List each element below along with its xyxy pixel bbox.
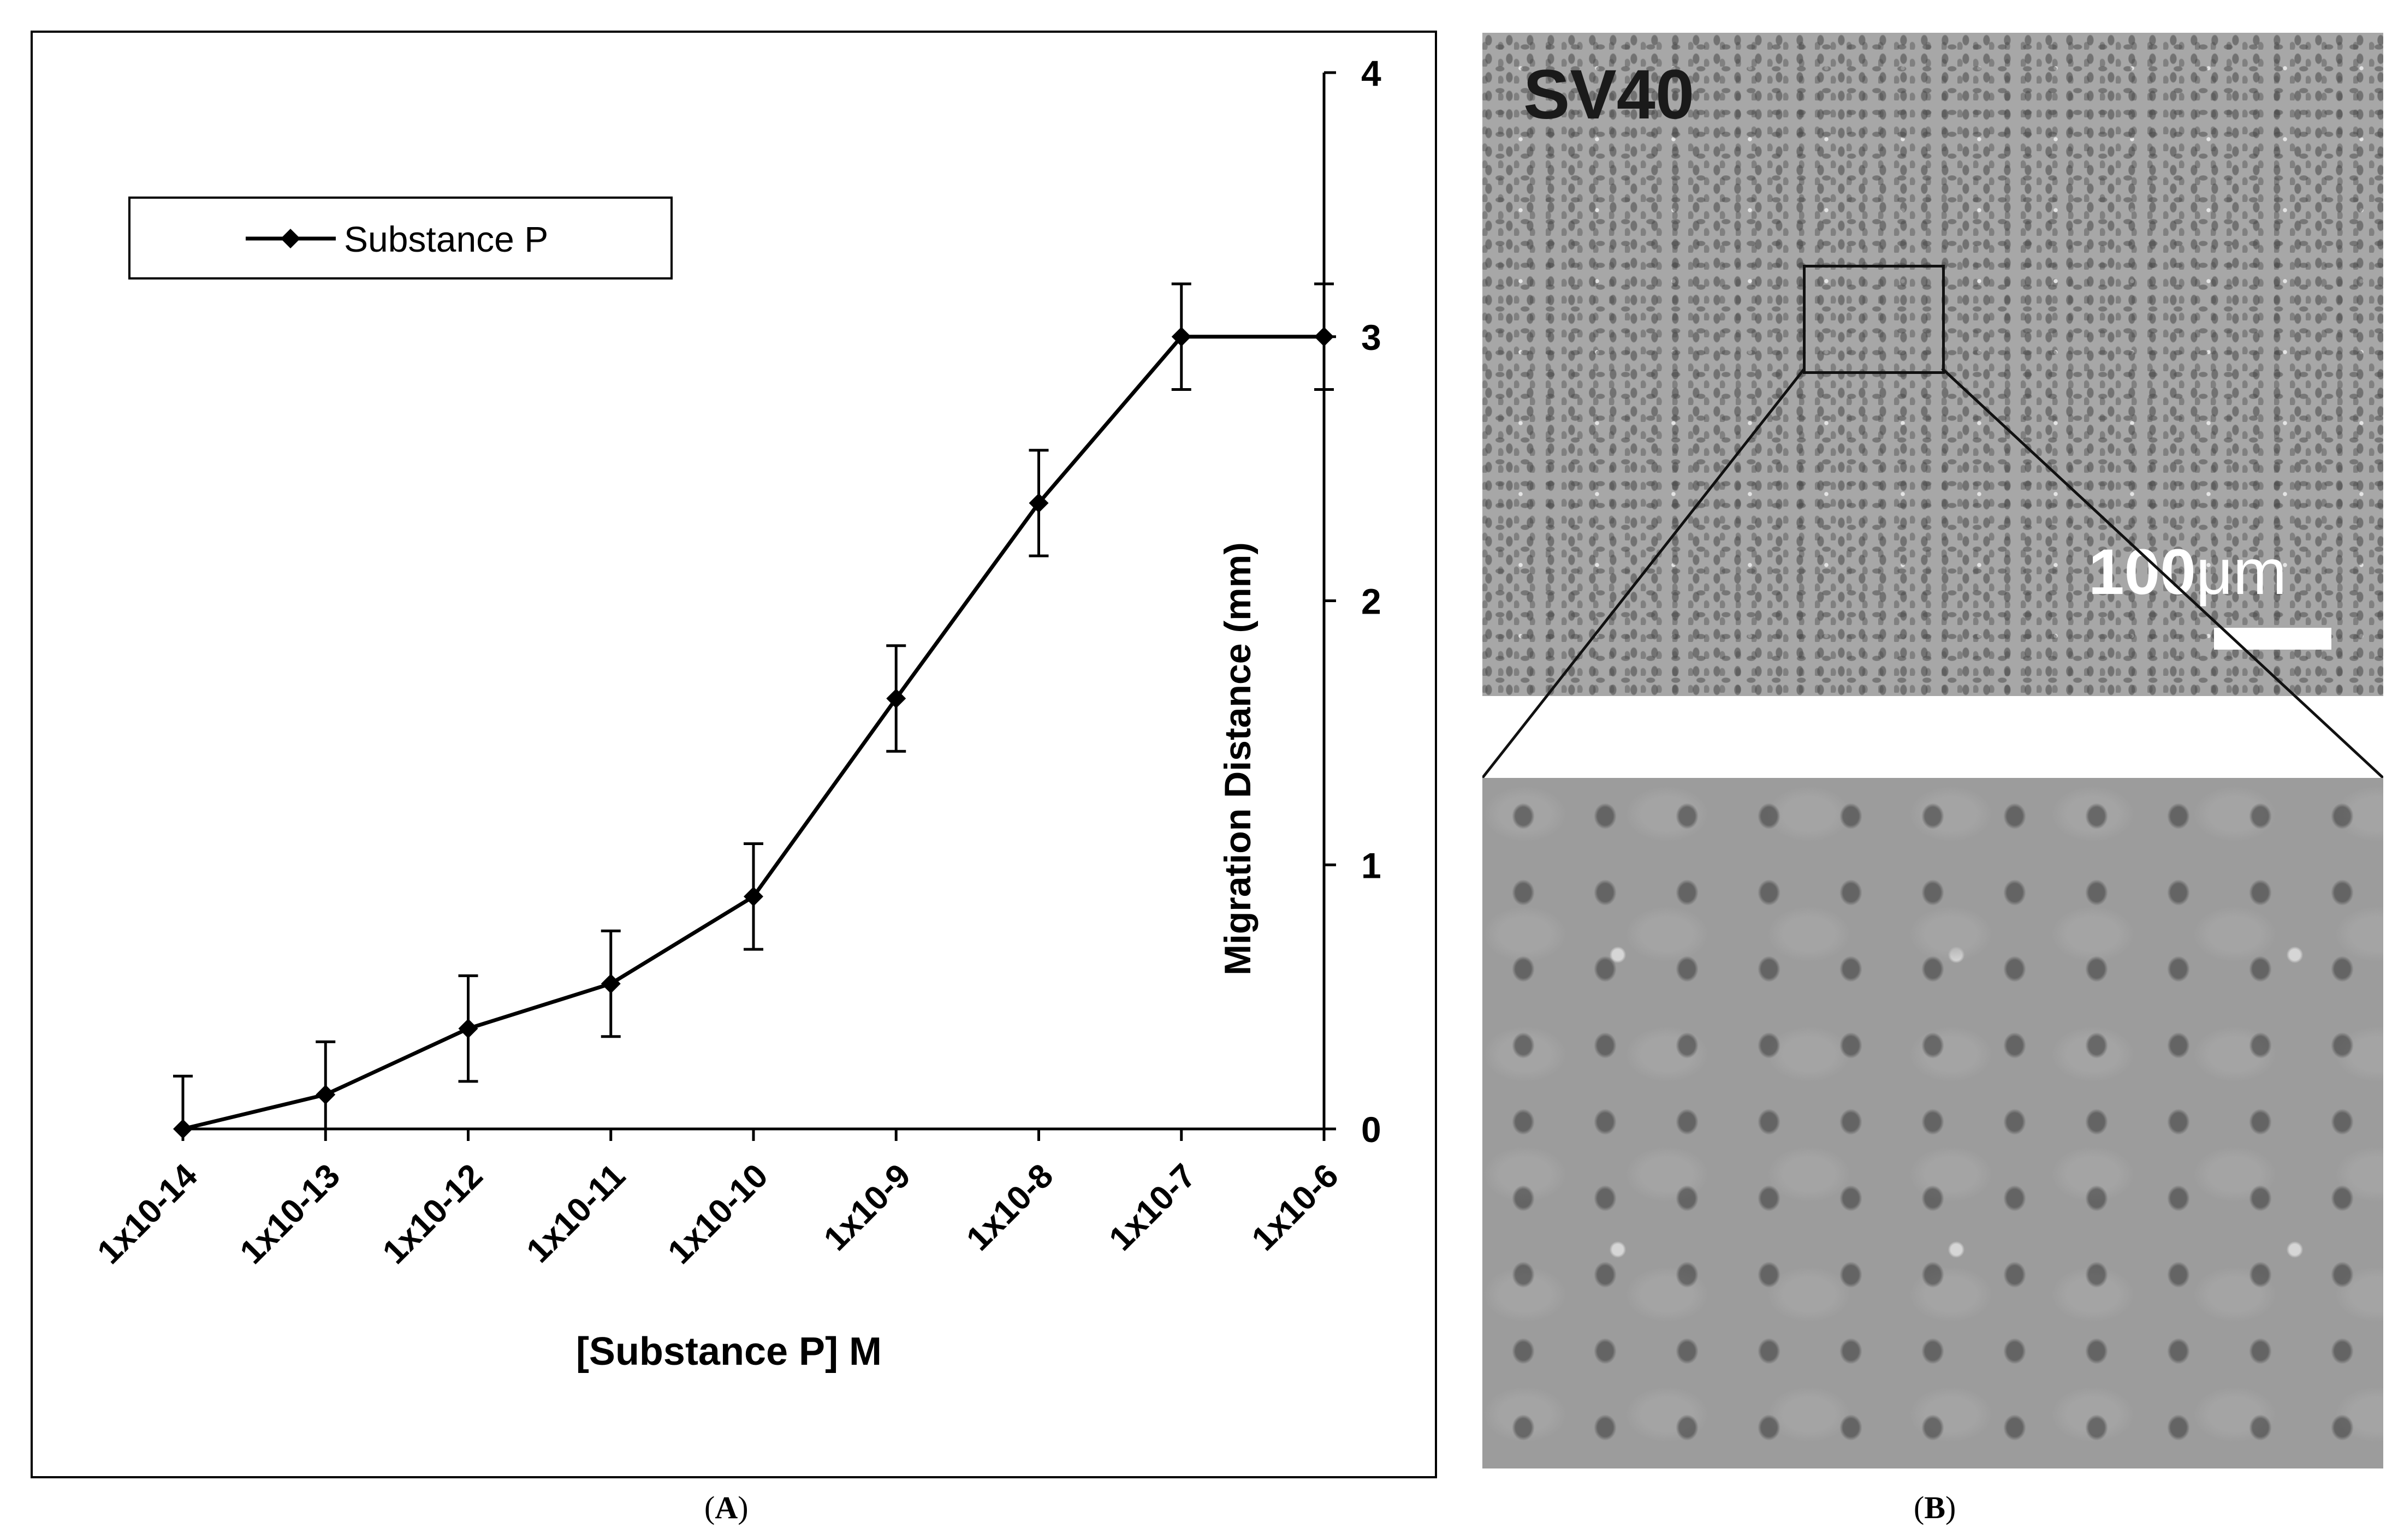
zoom-region-box (1803, 265, 1945, 374)
micrograph-overview-image: SV40 100μm (1482, 33, 2383, 696)
y-tick-label: 3 (1361, 317, 1381, 358)
legend-label: Substance P (344, 219, 548, 259)
data-point (316, 1085, 336, 1105)
data-point (744, 887, 763, 907)
y-tick-label: 2 (1361, 581, 1381, 622)
series-markers (173, 326, 1334, 1139)
micrograph-zoom-image (1482, 778, 2383, 1468)
data-point (173, 1119, 193, 1139)
panel-label-b: (B) (1914, 1490, 1956, 1525)
data-point (1314, 326, 1334, 347)
legend-box (128, 197, 673, 280)
y-tick-label: 0 (1361, 1109, 1381, 1150)
y-axis-ticks: 0 1 2 3 4 (1324, 53, 1381, 1150)
data-point (601, 973, 621, 994)
x-axis-label: [Substance P] M (576, 1330, 882, 1373)
zoom-connector-lines (1482, 367, 2383, 779)
cell-line-label: SV40 (1523, 56, 1695, 134)
legend-marker (281, 229, 300, 248)
legend: Substance P (128, 197, 673, 280)
micrograph-panel-b: SV40 100μm (1482, 33, 2383, 1468)
panel-label-a: (A) (704, 1490, 749, 1525)
data-point (1029, 493, 1049, 513)
y-axis-label: Migration Distance (mm) (1217, 542, 1259, 975)
y-tick-label: 1 (1361, 845, 1381, 885)
data-point (886, 688, 906, 709)
scale-bar-label: 100μm (2088, 536, 2287, 608)
y-tick-label: 4 (1361, 53, 1381, 93)
data-point (1171, 326, 1191, 347)
data-point (458, 1019, 478, 1039)
